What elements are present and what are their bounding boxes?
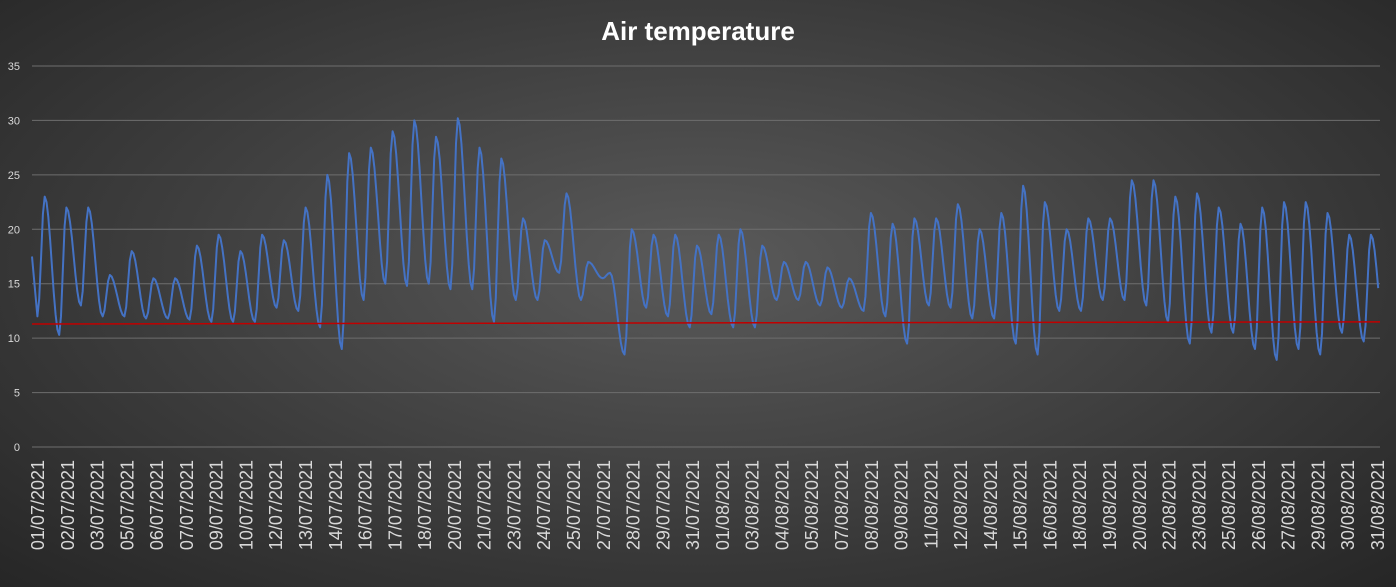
x-tick-label: 19/08/2021 [1100, 460, 1120, 550]
x-tick-label: 06/07/2021 [147, 460, 167, 550]
x-tick-label: 12/07/2021 [266, 460, 286, 550]
x-tick-label: 08/08/2021 [862, 460, 882, 550]
x-tick-label: 10/07/2021 [236, 460, 256, 550]
x-tick-label: 25/08/2021 [1219, 460, 1239, 550]
y-tick-label: 10 [8, 333, 20, 345]
x-tick-label: 11/08/2021 [921, 460, 941, 549]
x-tick-label: 30/08/2021 [1338, 460, 1358, 550]
x-tick-label: 29/08/2021 [1308, 460, 1328, 550]
x-tick-label: 26/08/2021 [1249, 460, 1269, 550]
x-tick-label: 31/07/2021 [683, 460, 703, 550]
x-tick-label: 20/07/2021 [445, 460, 465, 550]
y-axis-ticks: 0 5 10 15 20 25 30 35 [8, 61, 20, 454]
x-tick-label: 01/07/2021 [28, 460, 48, 550]
x-tick-label: 14/08/2021 [981, 460, 1001, 550]
x-tick-label: 23/07/2021 [504, 460, 524, 550]
x-tick-label: 22/08/2021 [1160, 460, 1180, 550]
y-tick-label: 20 [8, 224, 20, 236]
chart-title: Air temperature [601, 16, 795, 46]
x-tick-label: 28/07/2021 [624, 460, 644, 550]
y-tick-label: 25 [8, 170, 20, 182]
x-tick-label: 18/07/2021 [415, 460, 435, 550]
x-tick-label: 20/08/2021 [1130, 460, 1150, 550]
x-tick-label: 07/07/2021 [177, 460, 197, 550]
x-tick-label: 01/08/2021 [713, 460, 733, 550]
y-tick-label: 35 [8, 61, 20, 73]
x-tick-label: 09/07/2021 [207, 460, 227, 550]
x-tick-label: 24/07/2021 [534, 460, 554, 550]
x-tick-label: 05/08/2021 [802, 460, 822, 550]
series-layer [31, 117, 1381, 361]
x-tick-label: 18/08/2021 [1070, 460, 1090, 550]
x-axis-ticks: 01/07/2021 02/07/2021 03/07/2021 05/07/2021… [28, 460, 1388, 550]
x-tick-label: 21/07/2021 [475, 460, 495, 550]
y-tick-label: 5 [14, 388, 20, 400]
x-tick-label: 07/08/2021 [832, 460, 852, 550]
x-tick-label: 05/07/2021 [117, 460, 137, 550]
x-tick-label: 16/07/2021 [356, 460, 376, 550]
x-tick-label: 13/07/2021 [296, 460, 316, 550]
x-tick-label: 23/08/2021 [1189, 460, 1209, 550]
series-line-air-temperature [31, 117, 1380, 361]
x-tick-label: 02/07/2021 [58, 460, 78, 550]
x-tick-label: 17/07/2021 [385, 460, 405, 550]
x-tick-label: 27/07/2021 [594, 460, 614, 550]
y-tick-label: 15 [8, 279, 20, 291]
series-line-reference [31, 321, 1381, 325]
x-tick-label: 27/08/2021 [1279, 460, 1299, 550]
x-tick-label: 31/08/2021 [1368, 460, 1388, 550]
x-tick-label: 09/08/2021 [892, 460, 912, 550]
x-tick-label: 03/07/2021 [88, 460, 108, 550]
y-tick-label: 0 [14, 442, 20, 454]
x-tick-label: 03/08/2021 [743, 460, 763, 550]
x-tick-label: 29/07/2021 [653, 460, 673, 550]
x-tick-label: 12/08/2021 [951, 460, 971, 550]
x-tick-label: 25/07/2021 [564, 460, 584, 550]
x-tick-label: 15/08/2021 [1011, 460, 1031, 550]
x-tick-label: 14/07/2021 [326, 460, 346, 550]
y-tick-label: 30 [8, 115, 20, 127]
gridlines [32, 65, 1380, 448]
x-tick-label: 04/08/2021 [772, 460, 792, 550]
x-tick-label: 16/08/2021 [1040, 460, 1060, 550]
